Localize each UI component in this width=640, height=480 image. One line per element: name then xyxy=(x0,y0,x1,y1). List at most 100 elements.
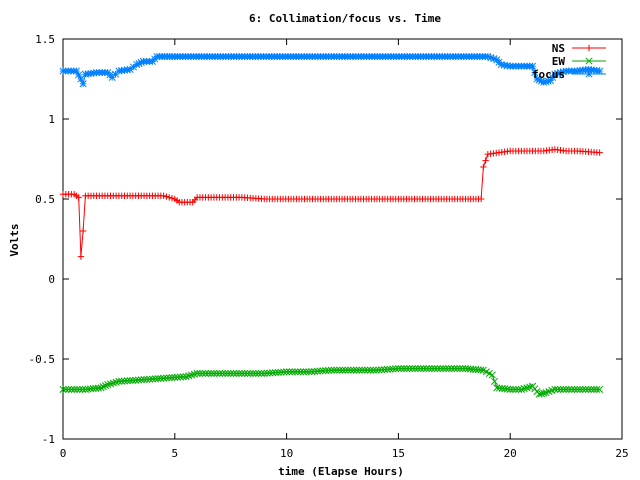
series-focus xyxy=(59,53,604,88)
marker-stroke xyxy=(389,365,397,373)
data-point xyxy=(576,385,584,393)
data-point xyxy=(529,62,537,70)
data-point xyxy=(193,369,201,377)
data-point xyxy=(477,366,485,374)
marker-stroke xyxy=(562,385,570,393)
marker-stroke xyxy=(347,366,355,374)
plot-frame xyxy=(62,38,623,440)
marker-stroke xyxy=(355,366,363,374)
data-point xyxy=(593,385,601,393)
data-point xyxy=(372,366,380,374)
marker-stroke xyxy=(485,369,493,377)
data-point xyxy=(559,385,567,393)
marker-stroke xyxy=(350,366,358,374)
marker-stroke xyxy=(319,367,327,375)
marker-stroke xyxy=(297,368,305,376)
data-point xyxy=(425,365,433,373)
x-tick-label: 20 xyxy=(504,447,517,460)
marker-stroke xyxy=(392,365,400,373)
axis-ticks: 0 5 10 15 20 25 -1 -0.5 0 0.5 1 1.5 xyxy=(29,33,629,460)
marker-stroke xyxy=(565,385,573,393)
data-point xyxy=(65,385,73,393)
data-point xyxy=(165,374,173,382)
marker-stroke xyxy=(445,365,453,373)
marker-stroke xyxy=(509,385,517,393)
marker-stroke xyxy=(227,369,235,377)
marker-stroke xyxy=(168,374,176,382)
legend-swatch-marker xyxy=(585,70,593,78)
marker-stroke xyxy=(79,80,87,88)
marker-stroke xyxy=(490,55,498,63)
marker-stroke xyxy=(123,377,131,385)
marker-stroke xyxy=(204,369,212,377)
marker-stroke xyxy=(394,365,402,373)
marker-stroke xyxy=(101,382,110,390)
marker-stroke xyxy=(232,369,240,377)
data-point xyxy=(227,369,235,377)
data-point xyxy=(554,385,562,393)
marker-stroke xyxy=(585,57,593,65)
marker-stroke xyxy=(73,385,81,393)
data-point xyxy=(77,253,85,260)
data-point xyxy=(445,365,453,373)
data-point xyxy=(482,157,489,164)
marker-stroke xyxy=(484,53,492,61)
marker-stroke xyxy=(403,365,411,373)
y-tick-label: -0.5 xyxy=(29,353,56,366)
marker-stroke xyxy=(576,385,584,393)
marker-stroke xyxy=(241,369,249,377)
marker-stroke xyxy=(199,369,207,377)
marker-stroke xyxy=(428,365,436,373)
y-tick-label: 1 xyxy=(48,113,55,126)
data-point xyxy=(241,369,249,377)
data-point xyxy=(70,385,78,393)
marker-stroke xyxy=(559,385,567,393)
marker-stroke xyxy=(503,385,512,393)
data-point xyxy=(596,385,604,393)
marker-stroke xyxy=(406,365,414,373)
data-point xyxy=(392,365,400,373)
data-point xyxy=(573,385,581,393)
data-point xyxy=(132,376,140,384)
marker-stroke xyxy=(556,385,565,393)
marker-stroke xyxy=(529,62,537,70)
marker-stroke xyxy=(408,365,416,373)
data-point xyxy=(76,385,84,393)
data-point xyxy=(453,365,461,373)
marker-stroke xyxy=(137,376,145,384)
marker-stroke xyxy=(324,366,333,374)
marker-stroke xyxy=(447,365,456,373)
marker-stroke xyxy=(146,375,154,383)
marker-stroke xyxy=(59,385,67,393)
data-point xyxy=(134,376,143,384)
data-point xyxy=(512,385,520,393)
data-point xyxy=(439,365,447,373)
data-point xyxy=(123,377,131,385)
marker-stroke xyxy=(590,385,598,393)
data-point xyxy=(408,365,416,373)
data-point xyxy=(394,365,402,373)
marker-stroke xyxy=(400,365,408,373)
data-point xyxy=(338,366,347,374)
marker-stroke xyxy=(263,369,271,377)
marker-stroke xyxy=(593,385,601,393)
data-point xyxy=(160,374,168,382)
marker-stroke xyxy=(157,374,165,382)
marker-stroke xyxy=(271,369,279,377)
data-point xyxy=(277,368,285,376)
marker-stroke xyxy=(459,365,467,373)
data-point xyxy=(246,369,254,377)
marker-stroke xyxy=(316,367,324,375)
marker-stroke xyxy=(397,365,405,373)
data-point xyxy=(166,194,173,201)
data-point xyxy=(579,385,587,393)
data-point xyxy=(344,366,352,374)
data-point xyxy=(266,369,274,377)
marker-stroke xyxy=(327,366,335,374)
marker-stroke xyxy=(97,384,105,392)
data-point xyxy=(568,385,576,393)
marker-stroke xyxy=(414,365,422,373)
marker-stroke xyxy=(238,369,246,377)
x-tick-label: 0 xyxy=(60,447,67,460)
